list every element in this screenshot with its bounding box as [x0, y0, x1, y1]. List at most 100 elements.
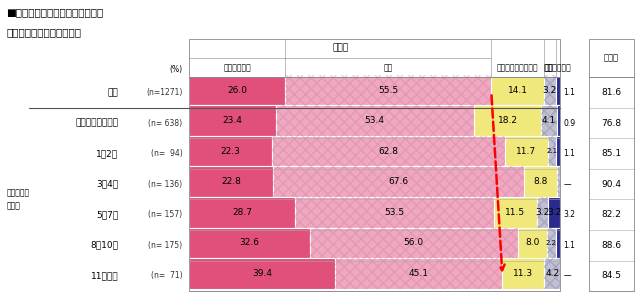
- Bar: [189, 167, 273, 197]
- Bar: [536, 197, 548, 228]
- Bar: [276, 105, 474, 136]
- Text: 2.1: 2.1: [547, 148, 557, 154]
- Text: 76.8: 76.8: [601, 119, 621, 127]
- Text: たいへん満足: たいへん満足: [223, 63, 251, 72]
- Bar: [189, 197, 295, 228]
- Bar: [285, 75, 492, 105]
- Text: 28.7: 28.7: [232, 208, 252, 217]
- Text: 62.8: 62.8: [378, 147, 398, 156]
- Text: 11回以上: 11回以上: [91, 271, 118, 280]
- Text: 4.2: 4.2: [545, 269, 559, 278]
- Bar: [556, 228, 559, 258]
- Text: 88.6: 88.6: [601, 241, 621, 250]
- Bar: [545, 258, 560, 289]
- Bar: [189, 75, 285, 105]
- Text: 22.3: 22.3: [220, 147, 240, 156]
- Text: 22.8: 22.8: [221, 177, 241, 186]
- Bar: [543, 75, 556, 105]
- Bar: [285, 75, 492, 105]
- Text: 満足: 満足: [384, 63, 393, 72]
- Bar: [557, 105, 560, 136]
- Bar: [494, 197, 536, 228]
- Text: 23.4: 23.4: [222, 116, 242, 125]
- Bar: [335, 258, 502, 289]
- Text: 1.1: 1.1: [563, 241, 575, 250]
- Bar: [474, 105, 541, 136]
- Text: 2.2: 2.2: [546, 240, 557, 246]
- Text: 【家族会議の回数別比較】: 【家族会議の回数別比較】: [6, 28, 81, 38]
- Text: 5～7回: 5～7回: [96, 210, 118, 219]
- Bar: [557, 167, 559, 197]
- Text: 32.6: 32.6: [239, 238, 259, 247]
- Bar: [556, 75, 559, 105]
- Text: 3.2: 3.2: [543, 86, 557, 95]
- Text: 55.5: 55.5: [378, 86, 398, 95]
- Bar: [557, 167, 559, 197]
- Bar: [189, 77, 560, 291]
- Text: 11.3: 11.3: [513, 269, 534, 278]
- Text: 1.1: 1.1: [563, 88, 575, 97]
- Bar: [273, 167, 524, 197]
- Text: 90.4: 90.4: [601, 180, 621, 189]
- Text: 不満: 不満: [545, 63, 554, 72]
- Bar: [518, 228, 547, 258]
- Text: (n= 175): (n= 175): [148, 241, 182, 250]
- Text: 56.0: 56.0: [404, 238, 424, 247]
- Bar: [310, 228, 518, 258]
- Text: 1～2回: 1～2回: [96, 149, 118, 158]
- Bar: [543, 75, 556, 105]
- Bar: [548, 136, 556, 167]
- Bar: [541, 105, 557, 136]
- Bar: [589, 39, 634, 77]
- Text: 82.2: 82.2: [601, 210, 621, 219]
- Bar: [545, 258, 560, 289]
- Text: 26.0: 26.0: [227, 86, 247, 95]
- Text: 0.9: 0.9: [563, 119, 575, 127]
- Bar: [273, 167, 524, 197]
- Text: (n=  94): (n= 94): [150, 149, 182, 158]
- Bar: [541, 105, 557, 136]
- Text: 81.6: 81.6: [601, 88, 621, 97]
- Bar: [271, 136, 505, 167]
- Text: (n=  71): (n= 71): [151, 271, 182, 280]
- Text: 11.7: 11.7: [516, 147, 536, 156]
- Bar: [589, 77, 634, 291]
- Text: 3.2: 3.2: [547, 208, 561, 217]
- Text: たいへん不満: たいへん不満: [544, 63, 572, 72]
- Text: —: —: [563, 180, 571, 189]
- Text: 39.4: 39.4: [252, 269, 272, 278]
- Bar: [295, 197, 494, 228]
- Text: (n=1271): (n=1271): [146, 88, 182, 97]
- Bar: [548, 136, 556, 167]
- Bar: [271, 136, 505, 167]
- Text: 3.2: 3.2: [536, 208, 550, 217]
- Bar: [310, 228, 518, 258]
- Bar: [556, 136, 560, 167]
- Text: 67.6: 67.6: [389, 177, 409, 186]
- Text: 8.8: 8.8: [534, 177, 548, 186]
- Bar: [189, 136, 271, 167]
- Text: (%): (%): [169, 65, 182, 74]
- Bar: [505, 136, 548, 167]
- Bar: [524, 167, 557, 197]
- Text: —: —: [563, 271, 571, 280]
- Bar: [189, 39, 560, 77]
- Text: 53.5: 53.5: [385, 208, 404, 217]
- Text: ■総合満足度（全体／単一回答）: ■総合満足度（全体／単一回答）: [6, 7, 104, 17]
- Text: 満足計: 満足計: [604, 53, 619, 62]
- Text: 満足計: 満足計: [332, 44, 348, 53]
- Text: 3.2: 3.2: [563, 210, 575, 219]
- Text: 全体: 全体: [108, 88, 118, 97]
- Text: (n= 157): (n= 157): [148, 210, 182, 219]
- Bar: [295, 197, 494, 228]
- Bar: [536, 197, 548, 228]
- Bar: [502, 258, 545, 289]
- Text: 45.1: 45.1: [409, 269, 429, 278]
- Text: (n= 638): (n= 638): [148, 119, 182, 127]
- Bar: [276, 105, 474, 136]
- Bar: [189, 105, 276, 136]
- Text: 家族会議の
回数別: 家族会議の 回数別: [6, 189, 29, 210]
- Text: 14.1: 14.1: [508, 86, 527, 95]
- Bar: [547, 228, 556, 258]
- Bar: [548, 197, 561, 228]
